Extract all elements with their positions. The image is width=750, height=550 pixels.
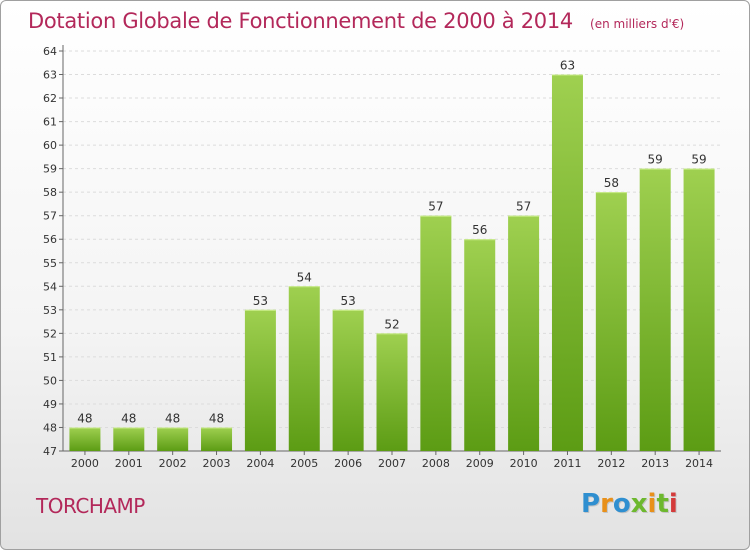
x-tick-label: 2003 [203,457,231,470]
bar-2006 [332,309,364,451]
chart-title: Dotation Globale de Fonctionnement de 20… [28,9,573,33]
commune-name: TORCHAMP [36,494,145,518]
bar-value-label: 58 [604,176,619,190]
x-tick-label: 2005 [290,457,318,470]
bar-2005 [288,286,320,451]
y-tick-label: 62 [43,92,57,105]
bar-value-label: 52 [384,317,399,331]
logo-letter: t [656,489,669,519]
logo-letter: x [630,489,648,519]
logo-letter: i [647,489,657,519]
y-tick-label: 63 [43,69,57,82]
bar-2007 [376,333,408,451]
x-tick-label: 2002 [159,457,187,470]
y-tick-label: 59 [43,163,57,176]
x-tick-label: 2011 [553,457,581,470]
bar-2000 [69,427,101,451]
bar-value-label: 53 [253,294,268,308]
x-tick-label: 2007 [378,457,406,470]
bar-value-label: 53 [340,294,355,308]
y-tick-label: 47 [43,445,57,458]
logo-letter: i [668,489,678,519]
y-tick-label: 50 [43,374,57,387]
logo-letter: P [581,489,601,519]
chart-title-block: Dotation Globale de Fonctionnement de 20… [28,9,684,33]
logo-letter: o [612,489,631,519]
x-tick-label: 2001 [115,457,143,470]
bar-value-label: 48 [165,411,180,425]
y-tick-label: 57 [43,210,57,223]
bar-2009 [464,239,496,451]
bar-value-label: 57 [516,200,531,214]
bar-value-label: 56 [472,223,487,237]
y-tick-label: 56 [43,233,57,246]
y-tick-label: 54 [43,280,57,293]
bar-value-label: 48 [209,411,224,425]
x-tick-label: 2000 [71,457,99,470]
bar-2011 [551,74,583,451]
y-tick-label: 53 [43,304,57,317]
x-tick-label: 2010 [510,457,538,470]
bar-value-label: 59 [648,153,663,167]
bar-2003 [201,427,233,451]
bar-2008 [420,215,452,451]
bar-2002 [157,427,189,451]
y-tick-label: 61 [43,116,57,129]
bar-value-label: 48 [121,411,136,425]
bar-value-label: 59 [691,153,706,167]
bar-value-label: 57 [428,200,443,214]
logo-letter: r [600,489,613,519]
bar-2001 [113,427,145,451]
y-tick-label: 49 [43,398,57,411]
x-tick-label: 2006 [334,457,362,470]
x-tick-label: 2009 [466,457,494,470]
y-tick-label: 60 [43,139,57,152]
y-tick-label: 64 [43,45,57,58]
bar-2012 [595,192,627,452]
x-tick-label: 2008 [422,457,450,470]
y-tick-label: 52 [43,327,57,340]
bar-2004 [244,309,276,451]
x-tick-label: 2004 [246,457,274,470]
bar-value-label: 63 [560,59,575,73]
x-tick-label: 2012 [597,457,625,470]
x-tick-label: 2014 [685,457,713,470]
y-tick-label: 55 [43,257,57,270]
bar-2014 [683,168,715,451]
proxiti-logo: Proxiti [581,489,678,519]
bar-value-label: 48 [77,411,92,425]
bar-value-label: 54 [297,270,312,284]
y-tick-label: 48 [43,421,57,434]
x-tick-label: 2013 [641,457,669,470]
y-tick-label: 58 [43,186,57,199]
chart-subtitle: (en milliers d'€) [590,17,685,31]
y-tick-label: 51 [43,351,57,364]
bar-2013 [639,168,671,451]
bar-2010 [508,215,540,451]
